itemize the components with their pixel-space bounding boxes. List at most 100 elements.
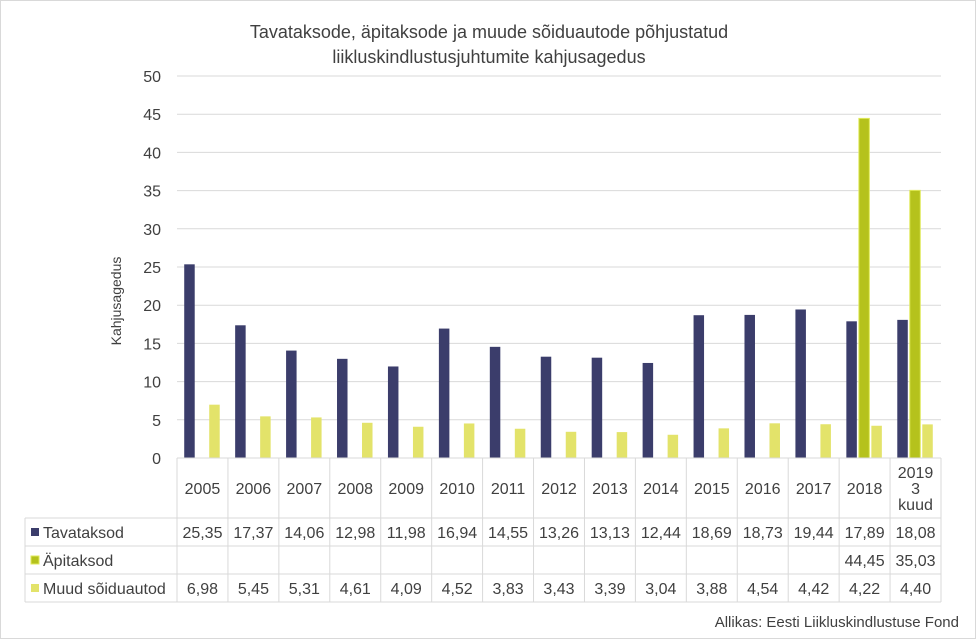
- data-label: 18,73: [743, 525, 783, 542]
- y-axis-label: Kahjusagedus: [108, 257, 124, 346]
- bar-muud-s-iduautod: [922, 424, 933, 458]
- y-tick-label: 45: [143, 107, 161, 124]
- y-tick-label: 25: [143, 260, 161, 277]
- bar--pitaksod: [909, 189, 921, 459]
- data-label: 17,37: [233, 525, 273, 542]
- data-label: 12,44: [641, 525, 681, 542]
- bar-muud-s-iduautod: [667, 434, 679, 458]
- data-label: 3,43: [543, 581, 574, 598]
- bar-tavataksod: [489, 346, 501, 458]
- data-label: 17,89: [845, 525, 885, 542]
- data-label: 4,52: [442, 581, 473, 598]
- x-category-label: 2009: [388, 481, 424, 498]
- bar-muud-s-iduautod: [871, 425, 882, 458]
- data-label: 35,03: [896, 553, 936, 570]
- y-tick-label: 50: [143, 69, 161, 86]
- bar-tavataksod: [184, 264, 195, 458]
- data-label: 4,22: [849, 581, 880, 598]
- x-category-label: 2008: [337, 481, 373, 498]
- bar-muud-s-iduautod: [463, 423, 475, 458]
- data-label: 44,45: [845, 553, 885, 570]
- data-label: 13,13: [590, 525, 630, 542]
- y-tick-label: 35: [143, 184, 161, 201]
- data-label: 18,08: [896, 525, 936, 542]
- bar-muud-s-iduautod: [718, 428, 730, 458]
- bar-muud-s-iduautod: [260, 416, 271, 458]
- series-name: Muud sõiduautod: [43, 581, 166, 598]
- x-category-label: 2006: [236, 481, 272, 498]
- legend-key-tavataksod: [31, 528, 39, 536]
- chart-title-line-2: liikluskindlustusjuhtumite kahjusagedus: [332, 47, 645, 67]
- y-tick-label: 0: [152, 451, 161, 468]
- y-tick-label: 10: [143, 375, 161, 392]
- bar-tavataksod: [693, 315, 705, 458]
- x-category-label: 2011: [491, 481, 526, 498]
- x-category-label: 2010: [439, 481, 475, 498]
- bars: [184, 117, 933, 459]
- data-label: 3,88: [696, 581, 727, 598]
- x-category-label: 2014: [643, 481, 679, 498]
- data-label: 3,83: [492, 581, 523, 598]
- data-label: 3,39: [594, 581, 625, 598]
- x-category-label: 2018: [847, 481, 883, 498]
- bar-tavataksod: [846, 321, 857, 458]
- data-label: 4,09: [391, 581, 422, 598]
- data-label: 5,31: [289, 581, 320, 598]
- data-label: 18,69: [692, 525, 732, 542]
- y-tick-label: 5: [152, 413, 161, 430]
- bar-tavataksod: [897, 319, 908, 458]
- bar-tavataksod: [286, 350, 297, 458]
- bar-muud-s-iduautod: [362, 422, 373, 458]
- data-label: 25,35: [182, 525, 222, 542]
- data-label: 14,55: [488, 525, 528, 542]
- data-label: 14,06: [284, 525, 324, 542]
- bar-muud-s-iduautod: [311, 417, 322, 458]
- x-category-label: 2007: [287, 481, 323, 498]
- bar-tavataksod: [387, 366, 399, 458]
- data-label: 11,98: [387, 525, 426, 542]
- y-tick-labels: 0 5 10 15 20 25 30 35 40 45 50: [143, 69, 161, 468]
- data-label: 19,44: [794, 525, 834, 542]
- bar--pitaksod: [858, 117, 870, 459]
- bar-tavataksod: [591, 357, 603, 458]
- x-category-label: 2005: [185, 481, 221, 498]
- y-tick-label: 30: [143, 222, 161, 239]
- y-tick-label: 20: [143, 298, 161, 315]
- bar-tavataksod: [744, 314, 755, 458]
- bar-muud-s-iduautod: [565, 431, 577, 458]
- legend-key--pitaksod: [30, 555, 40, 565]
- bar-muud-s-iduautod: [209, 404, 220, 458]
- data-label: 5,45: [238, 581, 269, 598]
- bar-muud-s-iduautod: [412, 426, 424, 458]
- data-label: 4,42: [798, 581, 829, 598]
- source-note: Allikas: Eesti Liikluskindlustuse Fond: [715, 614, 959, 631]
- bar-tavataksod: [642, 362, 654, 458]
- x-category-label: 2013: [592, 481, 628, 498]
- data-label: 16,94: [437, 525, 477, 542]
- bar-muud-s-iduautod: [616, 432, 628, 458]
- data-label: 4,40: [900, 581, 931, 598]
- bar-tavataksod: [337, 358, 348, 458]
- bar-tavataksod: [438, 328, 450, 458]
- bar-tavataksod: [540, 356, 552, 458]
- data-label: 3,04: [645, 581, 676, 598]
- data-label: 4,54: [747, 581, 778, 598]
- data-label: 6,98: [187, 581, 218, 598]
- chart-title-line-1: Tavataksode, äpitaksode ja muude sõiduau…: [250, 22, 728, 42]
- x-category-label: 2015: [694, 481, 730, 498]
- bar-muud-s-iduautod: [769, 423, 780, 458]
- y-tick-label: 15: [143, 336, 161, 353]
- x-category-label: 2016: [745, 481, 781, 498]
- data-table: 2005 2006 2007 2008 2009 2010 2011 2012 2013 2014…: [24, 457, 942, 603]
- y-tick-label: 40: [143, 145, 161, 162]
- x-category-label: 2012: [541, 481, 577, 498]
- legend-key-muud-s-iduautod: [31, 584, 39, 592]
- data-label: 12,98: [335, 525, 375, 542]
- data-label: 13,26: [539, 525, 579, 542]
- bar-muud-s-iduautod: [514, 428, 526, 458]
- data-label: 4,61: [340, 581, 371, 598]
- bar-muud-s-iduautod: [820, 424, 831, 458]
- x-category-label: 2017: [796, 481, 832, 498]
